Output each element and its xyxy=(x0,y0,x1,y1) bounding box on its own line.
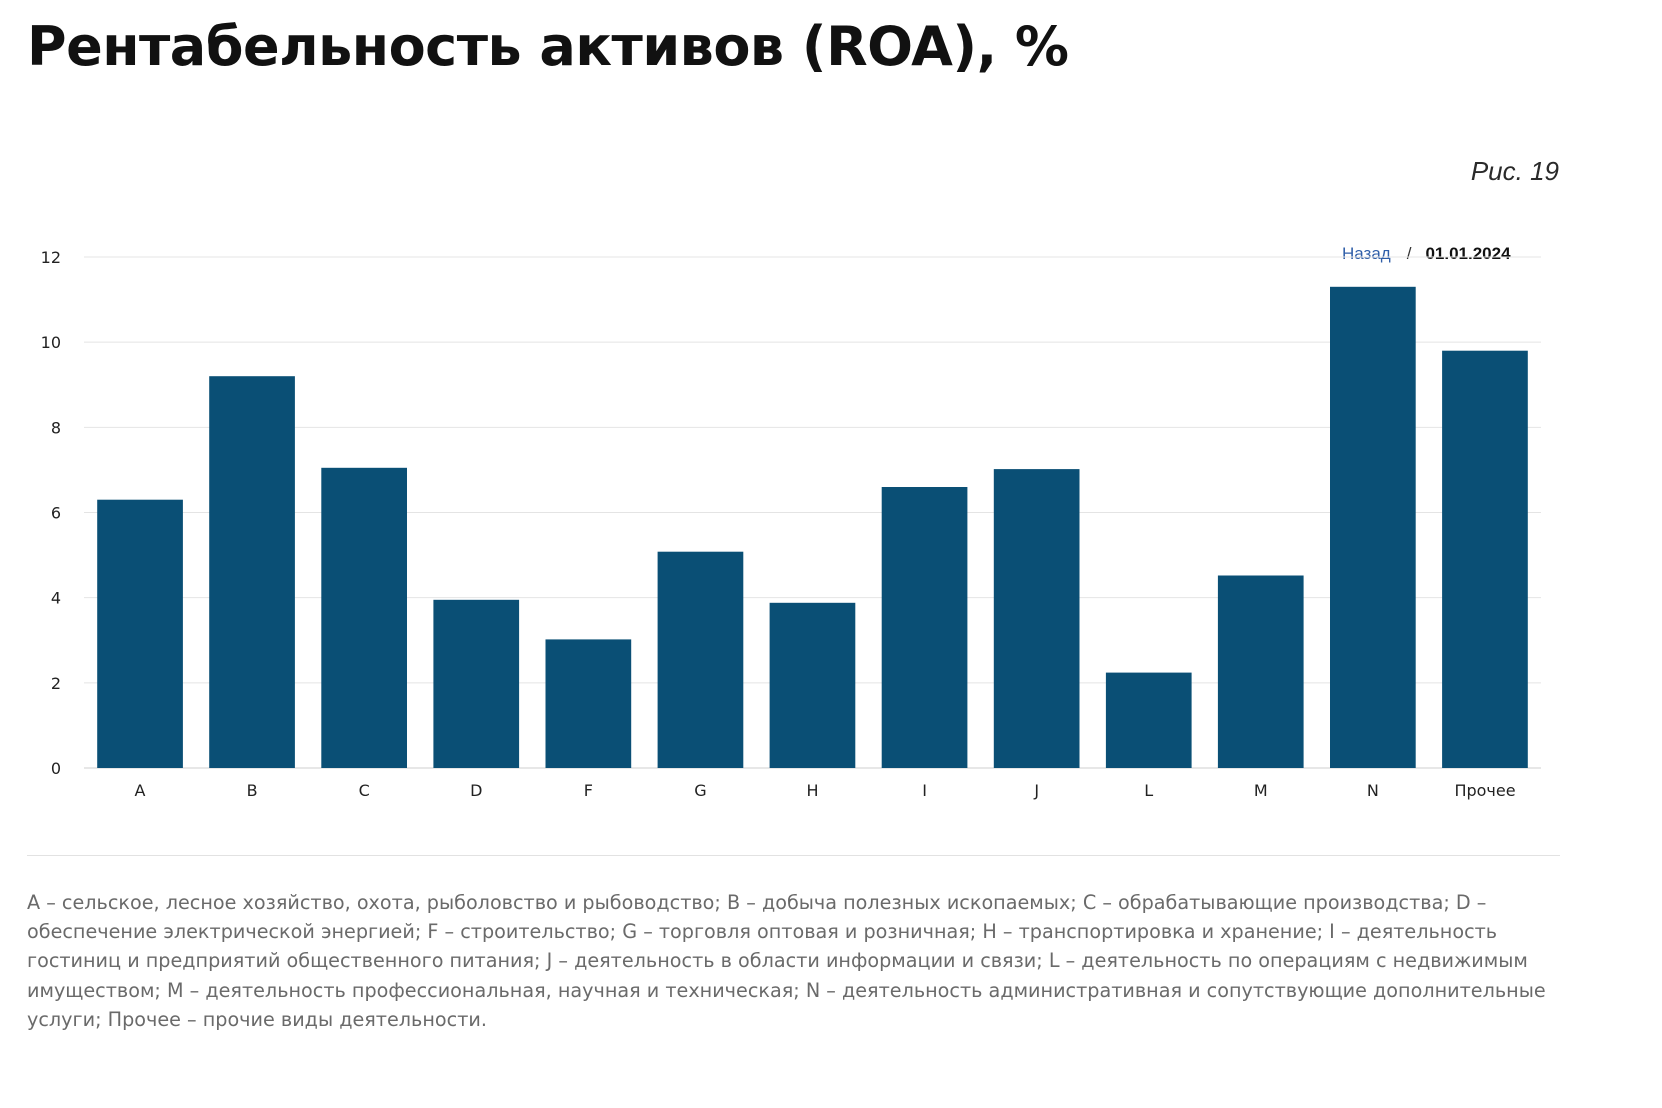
bar-L[interactable] xyxy=(1105,672,1192,768)
y-axis-ticks: 0 2 4 6 8 10 12 xyxy=(41,248,61,778)
footnote-legend: A – сельское, лесное хозяйство, охота, р… xyxy=(27,891,1546,1031)
y-tick-label: 8 xyxy=(51,418,61,437)
back-link[interactable]: Назад xyxy=(1342,244,1391,263)
bar-J[interactable] xyxy=(993,469,1080,768)
x-tick-label: L xyxy=(1144,781,1153,800)
bar-F[interactable] xyxy=(545,639,632,768)
x-tick-label: A xyxy=(135,781,146,800)
x-tick-label: D xyxy=(470,781,482,800)
y-tick-label: 12 xyxy=(41,248,61,267)
nav-separator: / xyxy=(1406,244,1412,263)
bar-C[interactable] xyxy=(321,467,407,768)
figure-label: Рис. 19 xyxy=(1470,156,1559,186)
divider xyxy=(27,855,1560,856)
bar-I[interactable] xyxy=(881,487,968,768)
bar-Прочее[interactable] xyxy=(1442,350,1528,768)
x-tick-label: G xyxy=(694,781,706,800)
x-tick-label: M xyxy=(1254,781,1268,800)
bar-H[interactable] xyxy=(769,602,856,768)
bar-A[interactable] xyxy=(97,499,183,768)
bar-M[interactable] xyxy=(1217,575,1304,769)
x-tick-label: B xyxy=(247,781,258,800)
x-tick-label: C xyxy=(359,781,370,800)
x-tick-label: H xyxy=(806,781,818,800)
bar-D[interactable] xyxy=(433,599,520,768)
y-tick-label: 0 xyxy=(51,759,61,778)
y-tick-label: 6 xyxy=(51,504,61,523)
current-date: 01.01.2024 xyxy=(1425,244,1511,263)
bar-G[interactable] xyxy=(657,551,744,768)
chart-nav: Назад / 01.01.2024 xyxy=(1342,244,1532,264)
x-tick-label: I xyxy=(922,781,927,800)
y-tick-label: 4 xyxy=(51,589,61,608)
x-tick-label: Прочее xyxy=(1454,781,1515,800)
page-title: Рентабельность активов (ROA), % xyxy=(27,15,1069,78)
x-tick-label: J xyxy=(1033,781,1039,800)
bar-N[interactable] xyxy=(1330,286,1416,768)
bars xyxy=(97,286,1528,769)
roa-bar-chart: 0 2 4 6 8 10 12 A B C D F G H I J L M N Прочее xyxy=(41,248,1541,800)
bar-B[interactable] xyxy=(209,376,295,768)
y-tick-label: 10 xyxy=(41,333,61,352)
x-axis-ticks: A B C D F G H I J L M N Прочее xyxy=(135,781,1516,800)
y-tick-label: 2 xyxy=(51,674,61,693)
x-tick-label: F xyxy=(584,781,593,800)
x-tick-label: N xyxy=(1367,781,1379,800)
